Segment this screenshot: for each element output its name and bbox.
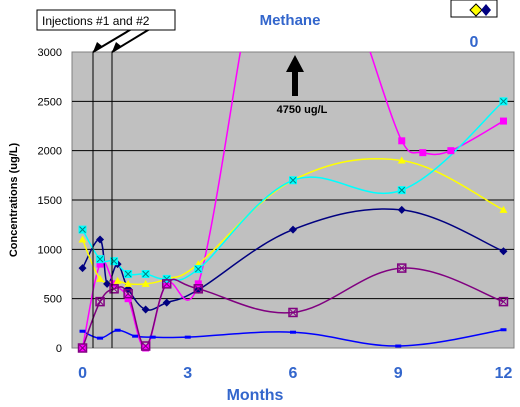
data-point (499, 205, 508, 213)
y-tick-label: 2000 (38, 146, 62, 158)
data-point (141, 279, 150, 287)
data-point (498, 296, 509, 307)
data-point (96, 255, 105, 264)
data-point (114, 328, 121, 332)
data-point (194, 285, 203, 294)
data-point (123, 288, 133, 299)
data-point (396, 263, 407, 273)
data-point (124, 279, 133, 287)
data-point (395, 344, 402, 348)
data-point (289, 176, 297, 185)
series-line-1 (82, 329, 504, 347)
data-point (290, 330, 296, 334)
data-point (110, 257, 119, 266)
y-tick-label: 0 (56, 343, 62, 355)
data-point (194, 280, 202, 288)
data-point (184, 335, 191, 339)
data-point (124, 270, 133, 278)
corner-label: 0 (470, 34, 479, 51)
x-tick-label: 12 (495, 365, 513, 382)
y-tick-label: 1000 (38, 244, 62, 256)
x-axis-label: Months (227, 387, 284, 404)
data-point (499, 117, 507, 125)
data-point (194, 265, 203, 274)
data-point (289, 225, 297, 234)
data-point (96, 274, 105, 282)
data-point (499, 97, 508, 106)
data-point (140, 341, 151, 351)
data-point (95, 296, 105, 307)
data-point (78, 225, 87, 234)
data-point (97, 336, 104, 340)
data-point (162, 274, 171, 283)
gridlines (72, 100, 514, 300)
data-point (78, 264, 87, 273)
injection-arrowhead-1 (93, 42, 102, 52)
legend-marker-navy (481, 4, 491, 16)
chart-title: Methane (260, 12, 321, 29)
data-point (500, 328, 507, 332)
data-point (447, 147, 455, 155)
y-tick-label: 2500 (38, 96, 62, 108)
injection-label: Injections #1 and #2 (42, 14, 150, 28)
data-point (96, 260, 104, 268)
data-point (103, 279, 112, 288)
data-point (113, 276, 122, 284)
x-tick-label: 9 (394, 365, 403, 382)
data-point (77, 343, 88, 353)
x-axis-tick-labels: 0 3 6 9 12 (78, 365, 512, 382)
legend-marker-yellow (469, 3, 483, 17)
data-point (419, 149, 427, 157)
data-point (397, 186, 406, 195)
data-point (142, 344, 150, 352)
data-point (398, 137, 406, 145)
y-tick-label: 500 (44, 294, 62, 306)
x-tick-label: 3 (183, 365, 192, 382)
x-tick-label: 6 (289, 365, 298, 382)
data-point (124, 295, 132, 303)
y-axis-tick-labels: 0 500 1000 1500 2000 2500 3000 (38, 47, 62, 355)
series-markers (77, 97, 509, 353)
y-tick-label: 1500 (38, 195, 62, 207)
data-point (193, 284, 204, 294)
peak-arrow (286, 55, 304, 96)
data-point (288, 307, 298, 318)
data-point (397, 156, 406, 164)
data-point (499, 247, 508, 256)
data-point (149, 335, 156, 339)
y-axis-label: Concentrations (ug/L) (8, 143, 20, 258)
injection-arrowhead-2 (112, 42, 121, 52)
data-point (132, 334, 139, 338)
data-point (96, 235, 105, 244)
data-point (141, 305, 150, 314)
data-point (78, 235, 87, 243)
data-point (79, 329, 86, 333)
injection-label-box (36, 9, 176, 31)
x-tick-label: 0 (78, 365, 87, 382)
data-point (141, 270, 150, 278)
y-tick-label: 3000 (38, 47, 62, 59)
data-point (162, 298, 171, 307)
data-point (397, 205, 406, 214)
data-point (161, 279, 172, 289)
peak-label: 4750 ug/L (277, 104, 328, 116)
